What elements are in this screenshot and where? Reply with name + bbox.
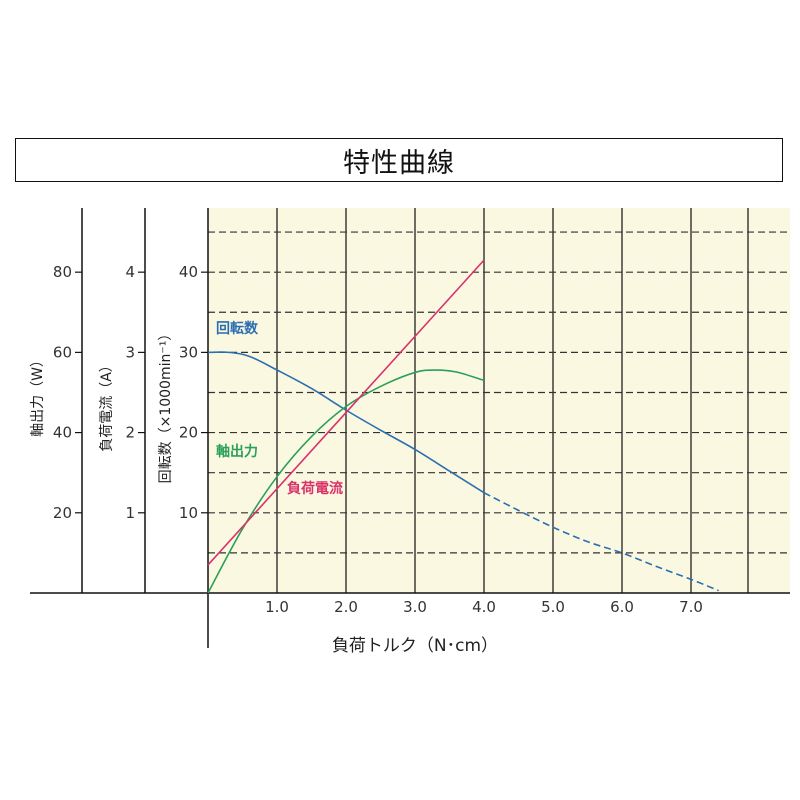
x-tick-label: 3.0 (403, 598, 427, 616)
plot-background (208, 208, 790, 593)
y-tick-label-current: 4 (125, 263, 135, 281)
labels-group: 1.0 2.0 3.0 4.0 5.0 6.0 7.0 負荷トルク（N･cm） 20 40 60 80… (30, 263, 703, 656)
y-tick-label-output: 20 (53, 504, 72, 522)
series-label-output: 軸出力 (216, 443, 258, 460)
y-tick-label-output: 80 (53, 263, 72, 281)
series-group (207, 259, 719, 594)
x-tick-label: 4.0 (472, 598, 496, 616)
series-label-current: 負荷電流 (287, 480, 343, 497)
y-tick-label-current: 3 (125, 343, 135, 361)
axes (30, 208, 790, 648)
y-tick-label-current: 2 (125, 424, 135, 442)
x-tick-label: 7.0 (679, 598, 703, 616)
chart-title-box: 特性曲線 (15, 138, 783, 182)
series-line-current (207, 259, 485, 566)
x-tick-label: 5.0 (541, 598, 565, 616)
grid (208, 208, 790, 593)
y-tick-label-output: 40 (53, 424, 72, 442)
y-tick-label-speed: 40 (179, 263, 198, 281)
x-axis-title: 負荷トルク（N･cm） (332, 636, 498, 656)
x-tick-label: 6.0 (610, 598, 634, 616)
y-axis-title-current: 負荷電流（A） (99, 358, 115, 452)
y-tick-label-output: 60 (53, 343, 72, 361)
y-tick-label-speed: 20 (179, 424, 198, 442)
chart-title: 特性曲線 (343, 147, 455, 179)
y-tick-label-speed: 10 (179, 504, 198, 522)
y-tick-label-speed: 30 (179, 343, 198, 361)
x-tick-label: 2.0 (334, 598, 358, 616)
y-axis-title-output: 軸出力（W） (30, 353, 46, 437)
y-tick-label-current: 1 (125, 504, 135, 522)
series-label-speed: 回転数 (216, 320, 259, 337)
x-tick-label: 1.0 (265, 598, 289, 616)
y-axis-title-speed: 回転数（×1000min⁻¹） (158, 327, 174, 484)
series-line-speed-dashed (483, 492, 719, 592)
series-line-speed (207, 351, 485, 494)
